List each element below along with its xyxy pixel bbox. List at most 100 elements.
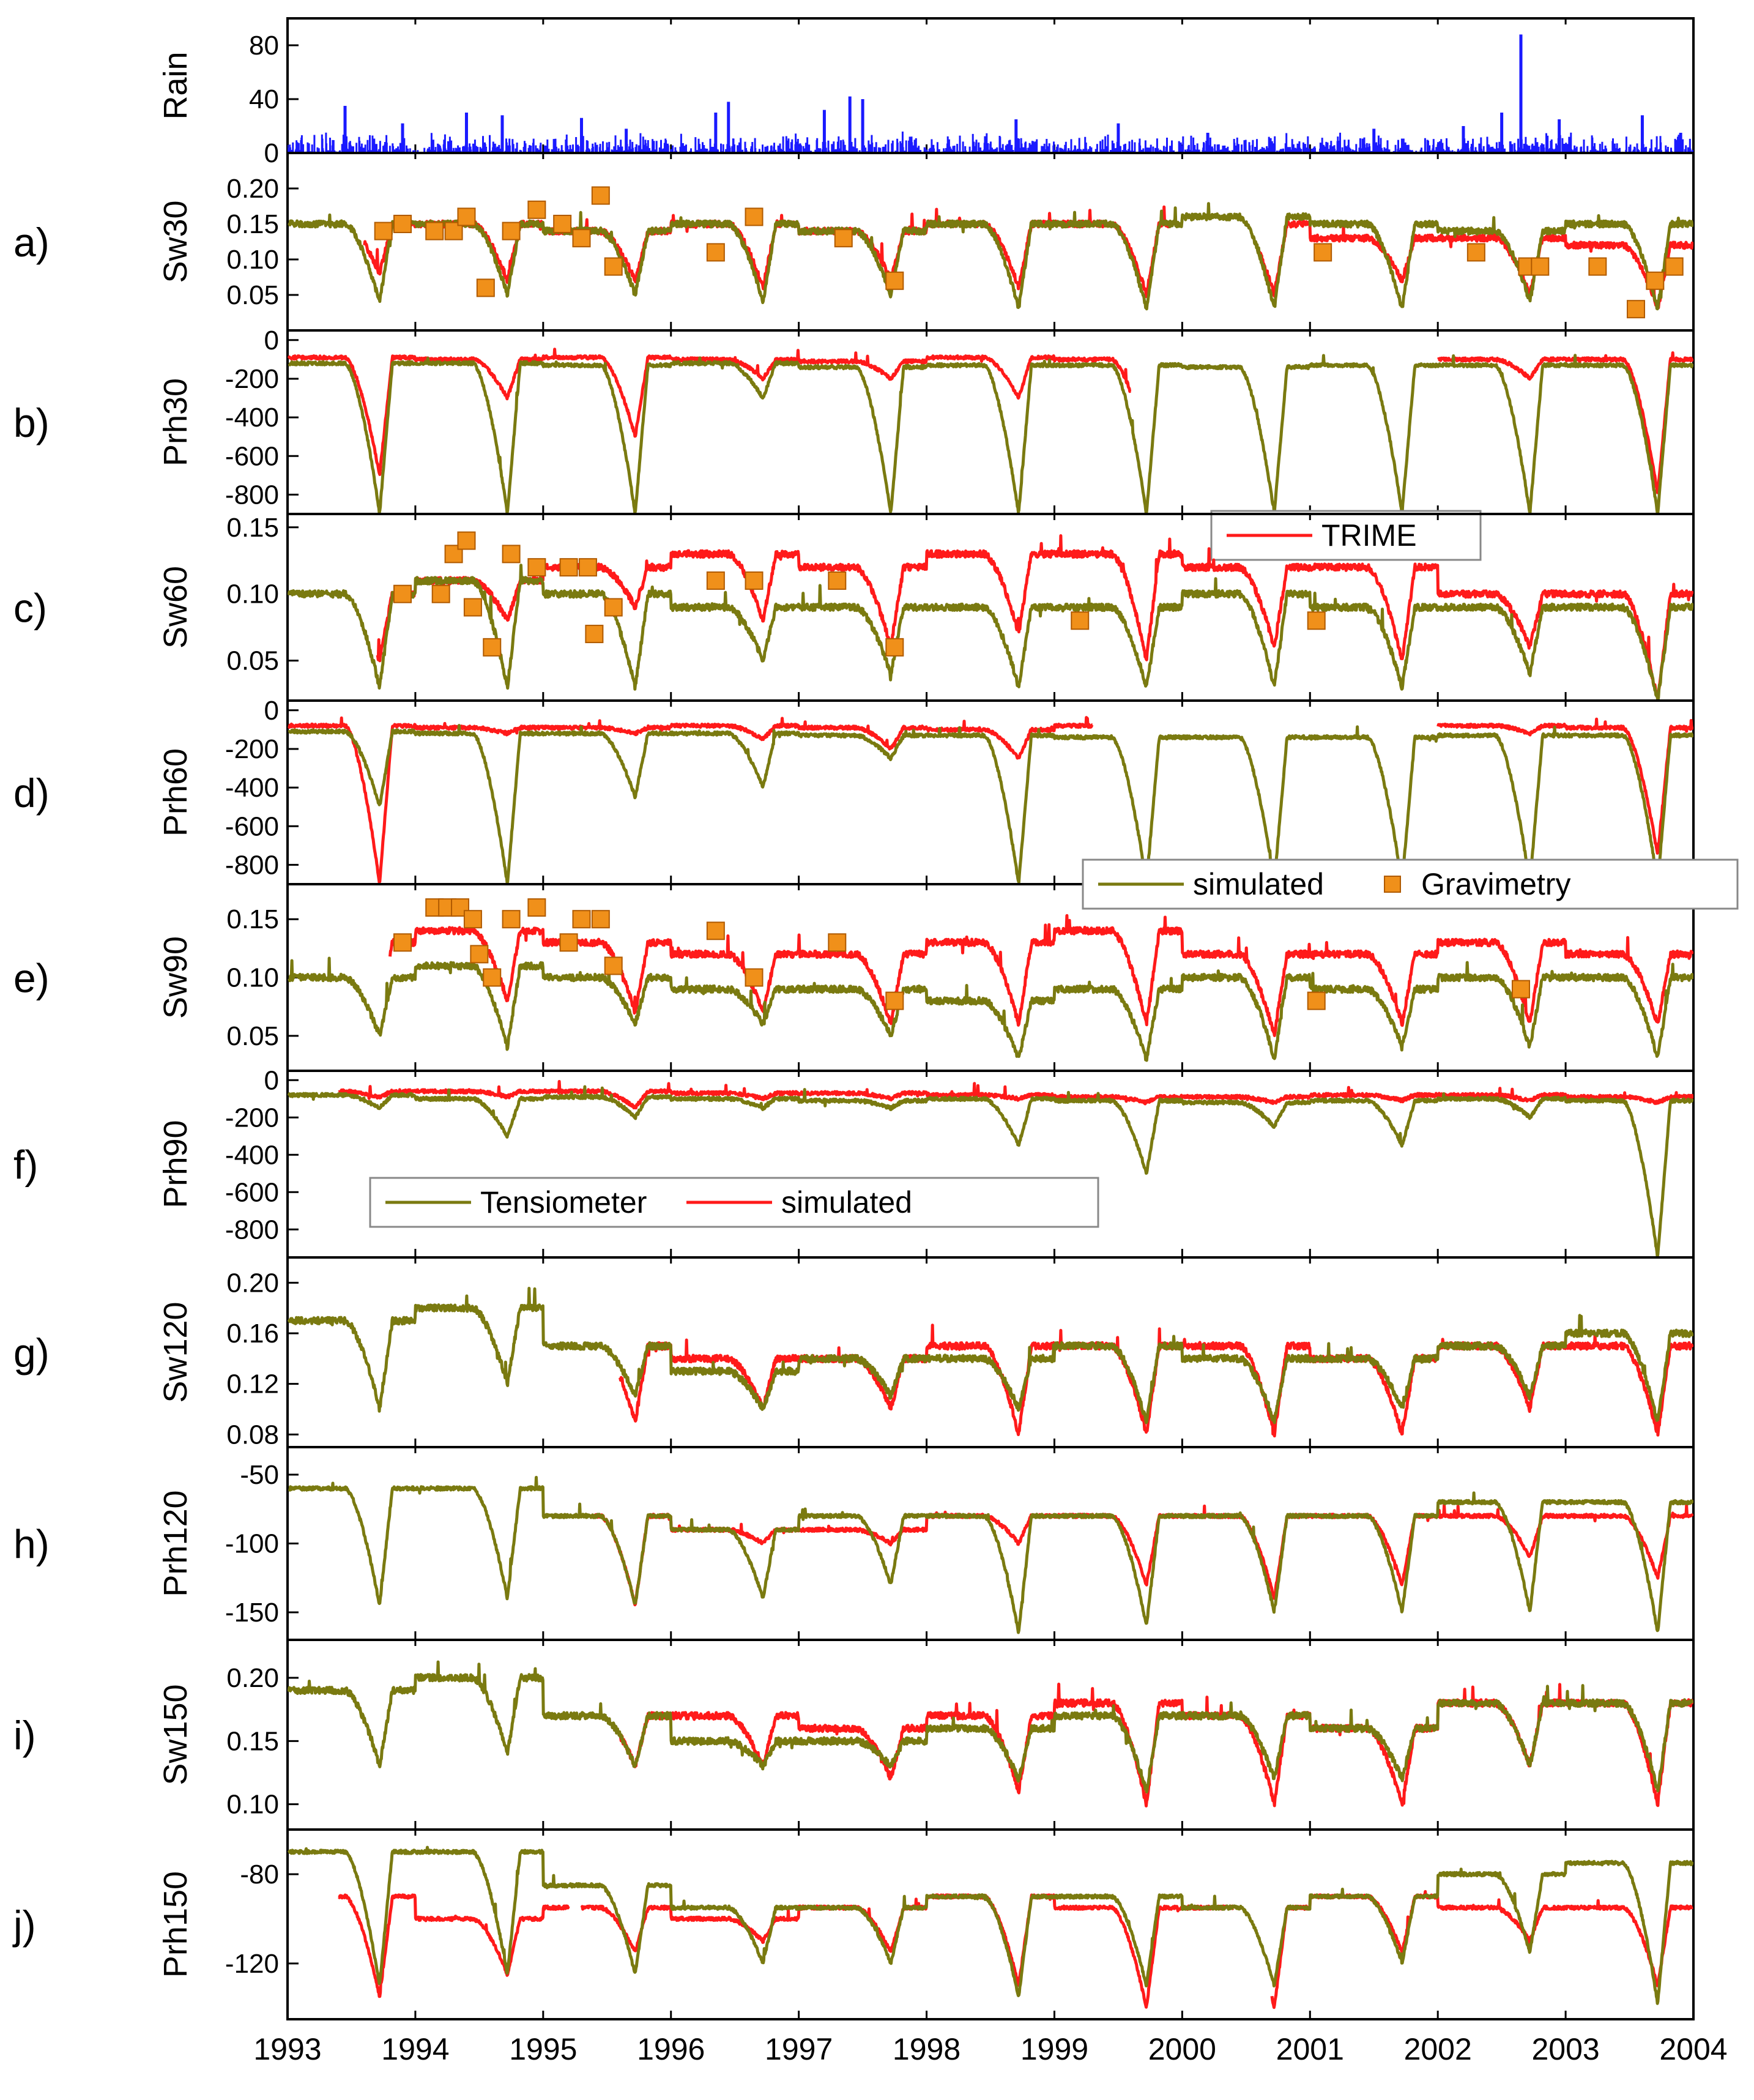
panel-d-frame xyxy=(286,699,1695,885)
panel-c-gravimetry-point xyxy=(578,558,597,577)
panel-h-ylabel: Prh120 xyxy=(157,1490,194,1596)
panel-g-measured-line xyxy=(619,1324,1693,1438)
x-tick-label: 1997 xyxy=(765,2032,833,2066)
panel-c-tag: c) xyxy=(13,586,47,631)
x-tick-label: 1993 xyxy=(253,2032,321,2066)
panel-h-tag: h) xyxy=(13,1522,50,1567)
panel-g-ytick-label: 0.16 xyxy=(226,1319,279,1349)
x-tick-label: 2002 xyxy=(1404,2032,1472,2066)
panel-e-ytick-label: 0.15 xyxy=(226,904,279,934)
panel-e-gravimetry-point xyxy=(828,933,847,952)
panel-c-gravimetry-point xyxy=(393,584,412,603)
panel-e-measured-line xyxy=(388,911,1693,1037)
panel-b-ytick-label: -400 xyxy=(225,403,279,433)
panel-c-gravimetry-point xyxy=(585,625,604,644)
x-tick-label: 1999 xyxy=(1020,2032,1088,2066)
panel-f-ytick-label: -800 xyxy=(225,1215,279,1245)
panel-i-tag: i) xyxy=(13,1713,36,1758)
panel-a-gravimetry-point xyxy=(834,229,853,248)
panel-e-gravimetry-point xyxy=(502,910,521,929)
panel-f-ytick-label: 0 xyxy=(264,1065,279,1095)
panel-c-ylabel: Sw60 xyxy=(157,566,194,649)
panel-a-gravimetry-point xyxy=(425,222,444,240)
panel-e-simulated-line xyxy=(288,956,1693,1062)
panel-j-ylabel: Prh150 xyxy=(157,1871,194,1978)
panel-d-ytick-label: -200 xyxy=(225,734,279,764)
panel-b-ytick-label: -600 xyxy=(225,441,279,471)
panel-a-gravimetry-point xyxy=(706,243,725,262)
panel-g-ylabel: Sw120 xyxy=(157,1301,194,1402)
panel-b-ylabel: Prh30 xyxy=(157,378,194,466)
panel-j-tag: j) xyxy=(12,1902,36,1948)
panel-a-gravimetry-point xyxy=(502,222,521,240)
panel-b-ytick-label: -200 xyxy=(225,364,279,394)
panel-g-simulated-line xyxy=(288,1287,1693,1424)
x-tick-label: 2003 xyxy=(1531,2032,1599,2066)
panel-e-ylabel: Sw90 xyxy=(157,936,194,1019)
panel-e-gravimetry-point xyxy=(1511,980,1530,999)
panel-c-gravimetry-point xyxy=(463,598,482,617)
x-tick-label: 1994 xyxy=(381,2032,449,2066)
panel-c: 0.05 0.10 0.15 Sw60 c) xyxy=(13,513,1695,702)
panel-d-ytick-label: 0 xyxy=(264,696,279,726)
panel-b-ytick-label: 0 xyxy=(264,326,279,356)
panel-j-ytick-label: -80 xyxy=(240,1860,279,1890)
panel-c-gravimetry-point xyxy=(706,571,725,590)
panel-e-gravimetry-point xyxy=(483,968,502,987)
panel-d: 0 -200 -400 -600 -800 Prh60 d) xyxy=(13,696,1695,885)
panel-e-legend xyxy=(1082,858,1739,910)
panel-e-gravimetry-point xyxy=(470,945,489,964)
panel-a-gravimetry-point xyxy=(1646,271,1665,290)
rain-bars xyxy=(288,132,1693,153)
panel-c-gravimetry-point xyxy=(527,558,546,577)
panel-e-gravimetry-point xyxy=(591,910,610,929)
panel-e-gravimetry-point xyxy=(527,898,546,917)
panel-a-tag: a) xyxy=(13,220,50,265)
panel-d-ytick-label: -600 xyxy=(225,811,279,841)
panel-h-ytick-label: -50 xyxy=(240,1460,279,1490)
panel-h-ytick-label: -150 xyxy=(225,1598,279,1628)
panel-f: 0 -200 -400 -600 -800 Prh90 f) Tensiometer simul… xyxy=(13,1065,1695,1259)
panel-rain: 0 40 80 Rain xyxy=(157,17,1695,168)
panel-a-ylabel: Sw30 xyxy=(157,200,194,283)
panel-d-simulated-line xyxy=(288,724,1693,884)
panel-c-simulated-line xyxy=(288,564,1693,701)
panel-e-gravimetry-point xyxy=(706,922,725,940)
panel-g-ytick-label: 0.08 xyxy=(226,1420,279,1450)
panel-a-gravimetry-point xyxy=(572,229,591,248)
panel-a-gravimetry-point xyxy=(1588,257,1607,276)
panel-c-ytick-label: 0.15 xyxy=(226,513,279,543)
panel-a-gravimetry-point xyxy=(553,215,572,233)
panel-a-gravimetry-point xyxy=(457,207,476,226)
panel-g-tag: g) xyxy=(13,1330,50,1376)
panel-b-tag: b) xyxy=(13,400,50,445)
panel-c-gravimetry-point xyxy=(828,571,847,590)
panel-g: 0.08 0.12 0.16 0.20 Sw120 g) xyxy=(13,1256,1695,1450)
panel-c-gravimetry-point xyxy=(1071,611,1090,630)
panel-a-gravimetry-point xyxy=(393,215,412,233)
panel-j-simulated-line xyxy=(288,1845,1693,2005)
panel-a-gravimetry-point xyxy=(885,271,904,290)
panel-a-gravimetry-point xyxy=(591,186,610,205)
panel-e-gravimetry-point xyxy=(572,910,591,929)
panel-e-gravimetry-point xyxy=(1307,991,1326,1010)
panel-a-gravimetry-point xyxy=(1466,243,1485,262)
legend-gravimetry-marker xyxy=(1384,876,1401,893)
panel-e-gravimetry-point xyxy=(745,968,764,987)
panel-f-ytick-label: -200 xyxy=(225,1103,279,1133)
panel-i-ytick-label: 0.15 xyxy=(226,1726,279,1756)
x-tick-label: 1998 xyxy=(893,2032,961,2066)
legend-label: TRIME xyxy=(1321,518,1417,553)
panel-a-gravimetry-point xyxy=(745,207,764,226)
panel-c-gravimetry-point xyxy=(502,545,521,564)
panel-rain-ylabel: Rain xyxy=(157,51,194,119)
panel-a-ytick-label: 0.15 xyxy=(226,209,279,239)
panel-h: -50 -100 -150 Prh120 h) xyxy=(13,1446,1695,1641)
panel-b-simulated-line xyxy=(288,354,1693,514)
panel-a-gravimetry-point xyxy=(604,257,623,276)
panel-d-ytick-label: -800 xyxy=(225,850,279,880)
panel-a-gravimetry-point xyxy=(476,278,495,297)
x-tick-label: 2001 xyxy=(1276,2032,1344,2066)
panel-h-frame xyxy=(286,1446,1695,1641)
panel-c-gravimetry-point xyxy=(745,571,764,590)
